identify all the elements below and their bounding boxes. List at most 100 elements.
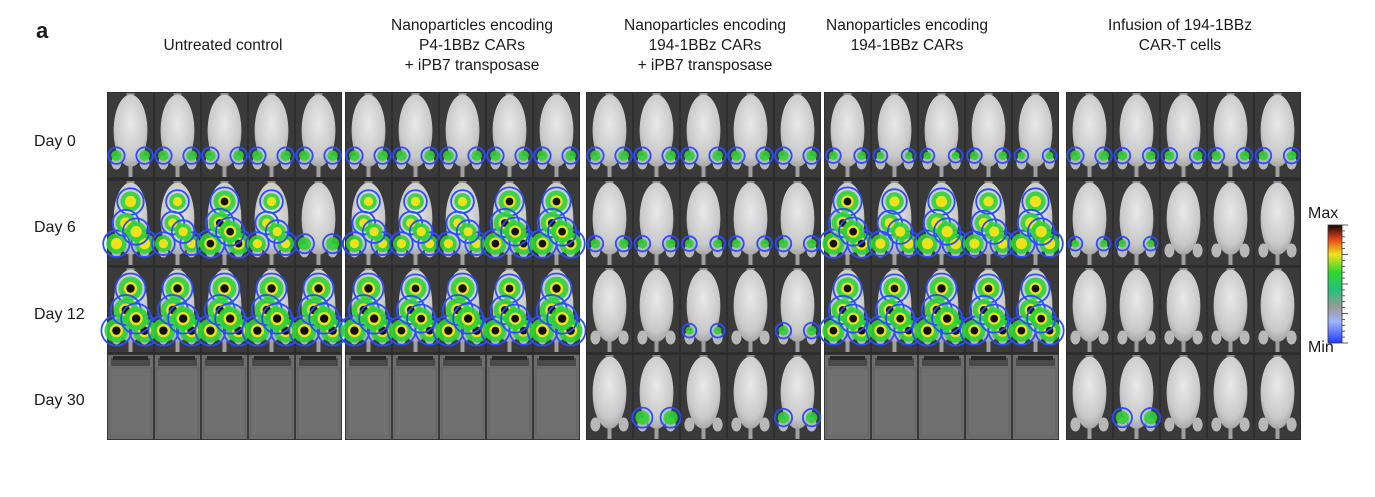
mouse-image (432, 267, 493, 353)
mouse-image (1012, 354, 1059, 440)
mouse-image (486, 92, 533, 178)
mouse-image (533, 92, 580, 178)
mouse-image (1113, 267, 1160, 353)
mouse-image (727, 92, 774, 178)
mouse-image (965, 92, 1012, 178)
mouse-image (389, 180, 442, 266)
colorbar (1327, 224, 1343, 344)
mouse-image (824, 354, 871, 440)
mouse-image (392, 92, 439, 178)
mouse-image (288, 267, 349, 353)
treatment-group-panel (1066, 92, 1301, 440)
treatment-group-panel (818, 92, 1065, 440)
mouse-image (345, 354, 392, 440)
mouse-image (1160, 267, 1207, 353)
mouse-image (1113, 92, 1160, 178)
mouse-image (818, 180, 877, 266)
group-title-3: Nanoparticles encoding 194-1BBz CARs + iPB… (575, 16, 835, 76)
mouse-image (774, 180, 821, 266)
mouse-image (248, 354, 295, 440)
mouse-image (680, 354, 727, 440)
mouse-image (1254, 354, 1301, 440)
group-title-line: Infusion of 194-1BBz (1108, 17, 1252, 34)
mouse-image (439, 92, 486, 178)
group-title-5: Infusion of 194-1BBz CAR-T cells (1050, 16, 1310, 56)
mouse-image (1254, 180, 1301, 266)
mouse-image (727, 354, 774, 440)
mouse-image (486, 354, 533, 440)
mouse-image (1006, 267, 1065, 353)
mouse-image (154, 354, 201, 440)
mouse-image (913, 180, 970, 266)
mouse-image (107, 92, 154, 178)
mouse-image (631, 354, 682, 440)
mouse-image (295, 354, 342, 440)
group-title-line: 194-1BBz CARs (648, 37, 762, 54)
mouse-image (586, 267, 633, 353)
mouse-image (911, 267, 972, 353)
mouse-image (338, 267, 399, 353)
mouse-image (1066, 354, 1113, 440)
row-label-day-6: Day 6 (34, 219, 76, 236)
mouse-image (1254, 267, 1301, 353)
group-title-line: P4-1BBz CARs (419, 37, 525, 54)
treatment-group-panel (100, 92, 349, 440)
mouse-image (100, 267, 161, 353)
panel-letter: a (36, 18, 49, 43)
mouse-image (1066, 180, 1113, 266)
mouse-image (633, 92, 680, 178)
mouse-image (1007, 180, 1064, 266)
mouse-image (586, 92, 633, 178)
group-title-line: 194-1BBz CARs (850, 37, 964, 54)
mouse-image (147, 267, 208, 353)
mouse-image (201, 92, 248, 178)
mouse-image (1160, 92, 1207, 178)
colorbar-min-label: Min (1308, 339, 1334, 356)
mouse-image (871, 354, 918, 440)
group-title-line: + iPB7 transposase (404, 57, 540, 74)
mouse-image (245, 180, 298, 266)
mouse-image (102, 180, 159, 266)
mouse-image (201, 354, 248, 440)
mouse-image (680, 267, 727, 353)
mouse-image (961, 180, 1016, 266)
mouse-image (1113, 180, 1160, 266)
mouse-image (773, 354, 822, 440)
mouse-image (1066, 267, 1113, 353)
mouse-image (586, 180, 633, 266)
mouse-image (774, 92, 821, 178)
group-title-line: + iPB7 transposase (637, 57, 773, 74)
mouse-image (241, 267, 302, 353)
mouse-image (918, 354, 965, 440)
mouse-image (680, 92, 727, 178)
row-label-day-12: Day 12 (34, 306, 85, 323)
mouse-image (633, 267, 680, 353)
mouse-image (195, 180, 254, 266)
mouse-image (527, 180, 586, 266)
treatment-group-panel (586, 92, 822, 440)
mouse-image (824, 92, 871, 178)
mouse-image (1207, 180, 1254, 266)
mouse-image (1207, 354, 1254, 440)
mouse-image (526, 267, 587, 353)
mouse-image (1160, 354, 1207, 440)
mouse-image (342, 180, 395, 266)
mouse-image (392, 354, 439, 440)
mouse-image (633, 180, 680, 266)
mouse-image (1207, 92, 1254, 178)
mouse-image (151, 180, 204, 266)
mouse-image (293, 180, 344, 266)
row-label-day-30: Day 30 (34, 392, 85, 409)
group-title-line: CAR-T cells (1138, 37, 1222, 54)
mouse-image (959, 267, 1018, 353)
treatment-group-panel (338, 92, 587, 440)
mouse-image (439, 354, 486, 440)
group-title-2: Nanoparticles encoding P4-1BBz CARs + iPB7… (342, 16, 602, 76)
mouse-image (194, 267, 255, 353)
mouse-image (1207, 267, 1254, 353)
mouse-image (436, 180, 489, 266)
mouse-image (386, 267, 445, 353)
mouse-image (586, 354, 633, 440)
group-title-1: Untreated control (93, 36, 353, 56)
mouse-image (533, 354, 580, 440)
